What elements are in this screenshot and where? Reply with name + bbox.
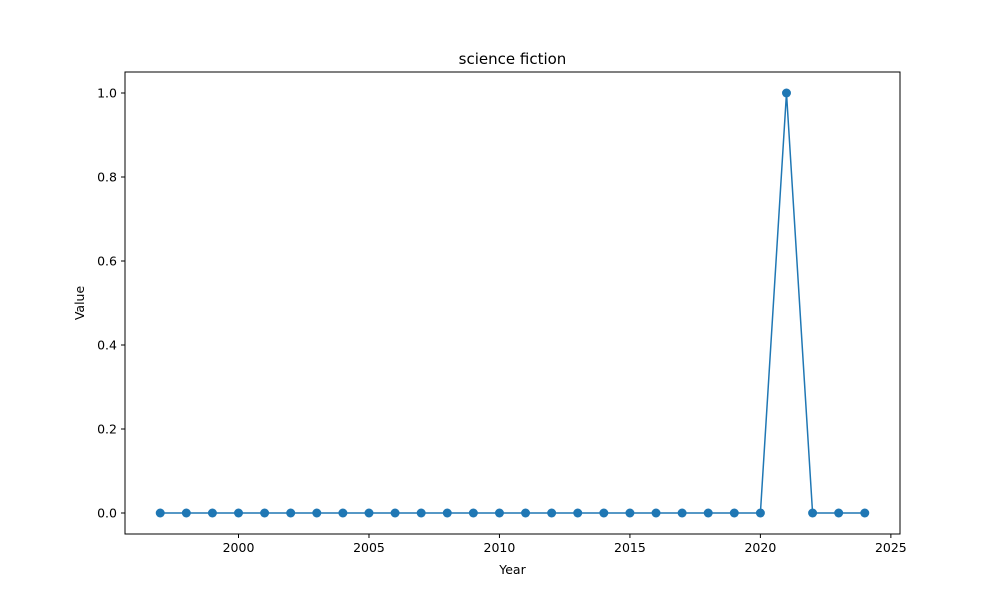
data-point (207, 508, 217, 518)
data-point (390, 508, 400, 518)
x-axis-ticks: 2000 2005 2010 2015 2020 2025 (223, 534, 907, 555)
data-point (521, 508, 531, 518)
data-point (155, 508, 165, 518)
y-tick-label: 0.6 (97, 254, 117, 269)
y-axis-ticks: 0.0 0.2 0.4 0.6 0.8 1.0 (97, 86, 125, 521)
series-line (160, 92, 865, 514)
x-tick-label: 2005 (353, 540, 385, 555)
data-point (599, 508, 609, 518)
plot-frame (124, 71, 901, 535)
data-point (703, 508, 713, 518)
data-point (416, 508, 426, 518)
data-point (494, 508, 504, 518)
x-tick-label: 2020 (744, 540, 776, 555)
data-point (651, 508, 661, 518)
y-axis-label: Value (72, 286, 87, 321)
data-point (338, 508, 348, 518)
y-tick-label: 0.2 (97, 422, 117, 437)
data-point (364, 508, 374, 518)
y-tick-label: 0.4 (97, 338, 117, 353)
x-tick-label: 2000 (223, 540, 255, 555)
data-point (808, 508, 818, 518)
data-point (625, 508, 635, 518)
x-tick-label: 2015 (614, 540, 646, 555)
data-point (181, 508, 191, 518)
y-tick-label: 0.0 (97, 506, 117, 521)
data-point (260, 508, 270, 518)
data-point (442, 508, 452, 518)
data-point (781, 88, 791, 98)
data-point (860, 508, 870, 518)
y-tick-label: 1.0 (97, 86, 117, 101)
data-point (755, 508, 765, 518)
data-point (286, 508, 296, 518)
x-tick-label: 2010 (484, 540, 516, 555)
series-layer (155, 88, 870, 518)
data-point (547, 508, 557, 518)
data-point (834, 508, 844, 518)
y-tick-label: 0.8 (97, 170, 117, 185)
data-point (312, 508, 322, 518)
data-point (234, 508, 244, 518)
chart-title: science fiction (459, 50, 567, 68)
x-axis-label: Year (498, 562, 526, 577)
data-point (468, 508, 478, 518)
data-point (677, 508, 687, 518)
data-point (573, 508, 583, 518)
x-tick-label: 2025 (875, 540, 907, 555)
data-point (729, 508, 739, 518)
